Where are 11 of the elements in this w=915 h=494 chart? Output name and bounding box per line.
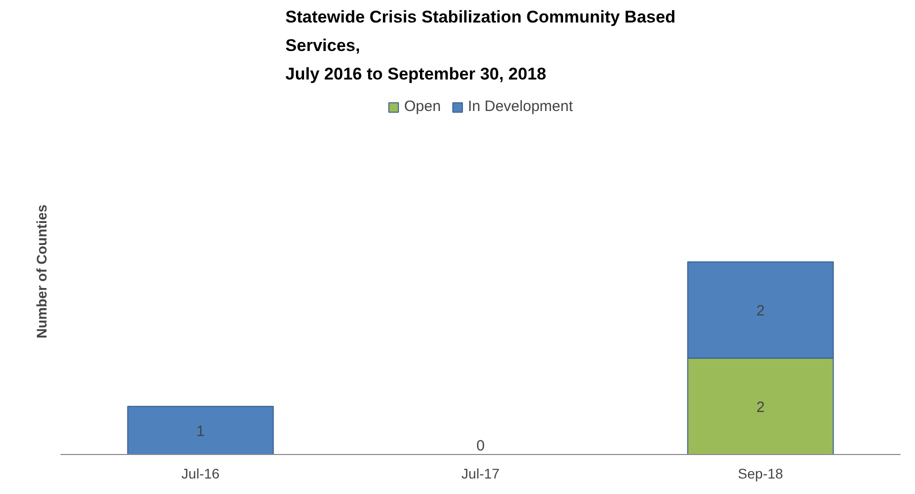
data-label: 0 [476,438,485,454]
chart-title: Statewide Crisis Stabilization Community Based Services, July 2016 to September 30, 2018 [285,8,676,84]
y-axis-title: Number of Counties [34,204,50,338]
data-label: 1 [196,422,205,440]
data-label: 2 [756,302,765,320]
x-tick-label: Jul-16 [181,466,220,482]
data-label: 2 [756,398,765,416]
x-tick-label: Jul-17 [461,466,500,482]
legend-label: In Development [468,98,573,115]
legend-label: Open [404,98,441,115]
x-tick-label: Sep-18 [738,466,784,482]
